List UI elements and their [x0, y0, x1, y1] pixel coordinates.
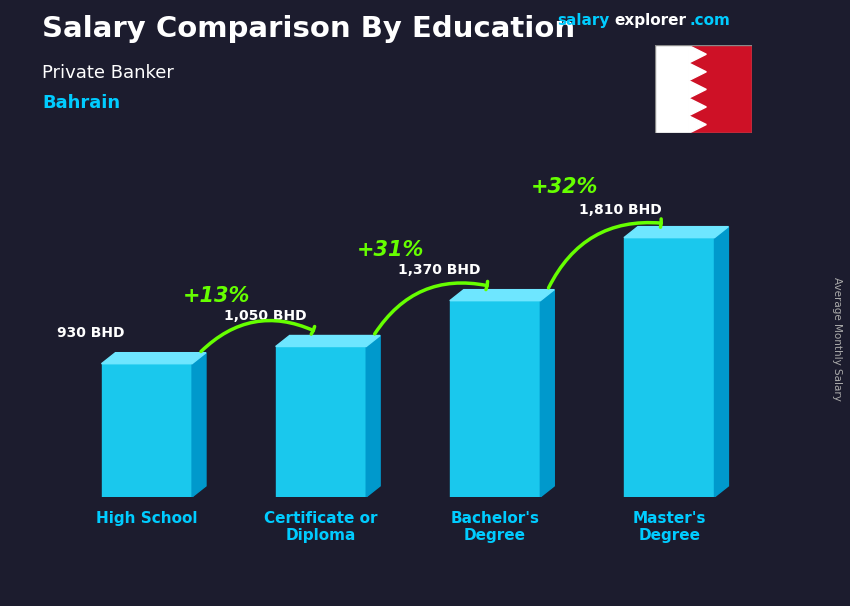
- Text: +32%: +32%: [531, 177, 598, 197]
- Polygon shape: [366, 336, 380, 497]
- Polygon shape: [624, 227, 728, 238]
- Bar: [450, 301, 541, 497]
- Polygon shape: [275, 336, 380, 347]
- Text: +31%: +31%: [357, 240, 424, 260]
- Polygon shape: [688, 98, 706, 116]
- Text: salary: salary: [557, 13, 609, 28]
- Text: 1,370 BHD: 1,370 BHD: [398, 263, 480, 277]
- Bar: [101, 364, 192, 497]
- Polygon shape: [688, 63, 706, 81]
- Polygon shape: [688, 45, 706, 63]
- Text: +13%: +13%: [183, 286, 250, 306]
- Text: .com: .com: [689, 13, 730, 28]
- Bar: [654, 45, 688, 133]
- Bar: [275, 347, 366, 497]
- Polygon shape: [688, 81, 706, 98]
- Text: explorer: explorer: [615, 13, 687, 28]
- Text: 1,050 BHD: 1,050 BHD: [224, 309, 307, 323]
- Polygon shape: [192, 353, 206, 497]
- Polygon shape: [450, 290, 554, 301]
- Polygon shape: [715, 227, 728, 497]
- Text: Bahrain: Bahrain: [42, 94, 121, 112]
- Text: 1,810 BHD: 1,810 BHD: [579, 203, 662, 217]
- Polygon shape: [688, 116, 706, 133]
- Polygon shape: [101, 353, 206, 364]
- Bar: [624, 238, 715, 497]
- Text: Salary Comparison By Education: Salary Comparison By Education: [42, 15, 575, 43]
- Polygon shape: [541, 290, 554, 497]
- Text: Private Banker: Private Banker: [42, 64, 174, 82]
- Bar: [688, 45, 752, 133]
- Text: Average Monthly Salary: Average Monthly Salary: [832, 278, 842, 401]
- Text: 930 BHD: 930 BHD: [57, 326, 125, 340]
